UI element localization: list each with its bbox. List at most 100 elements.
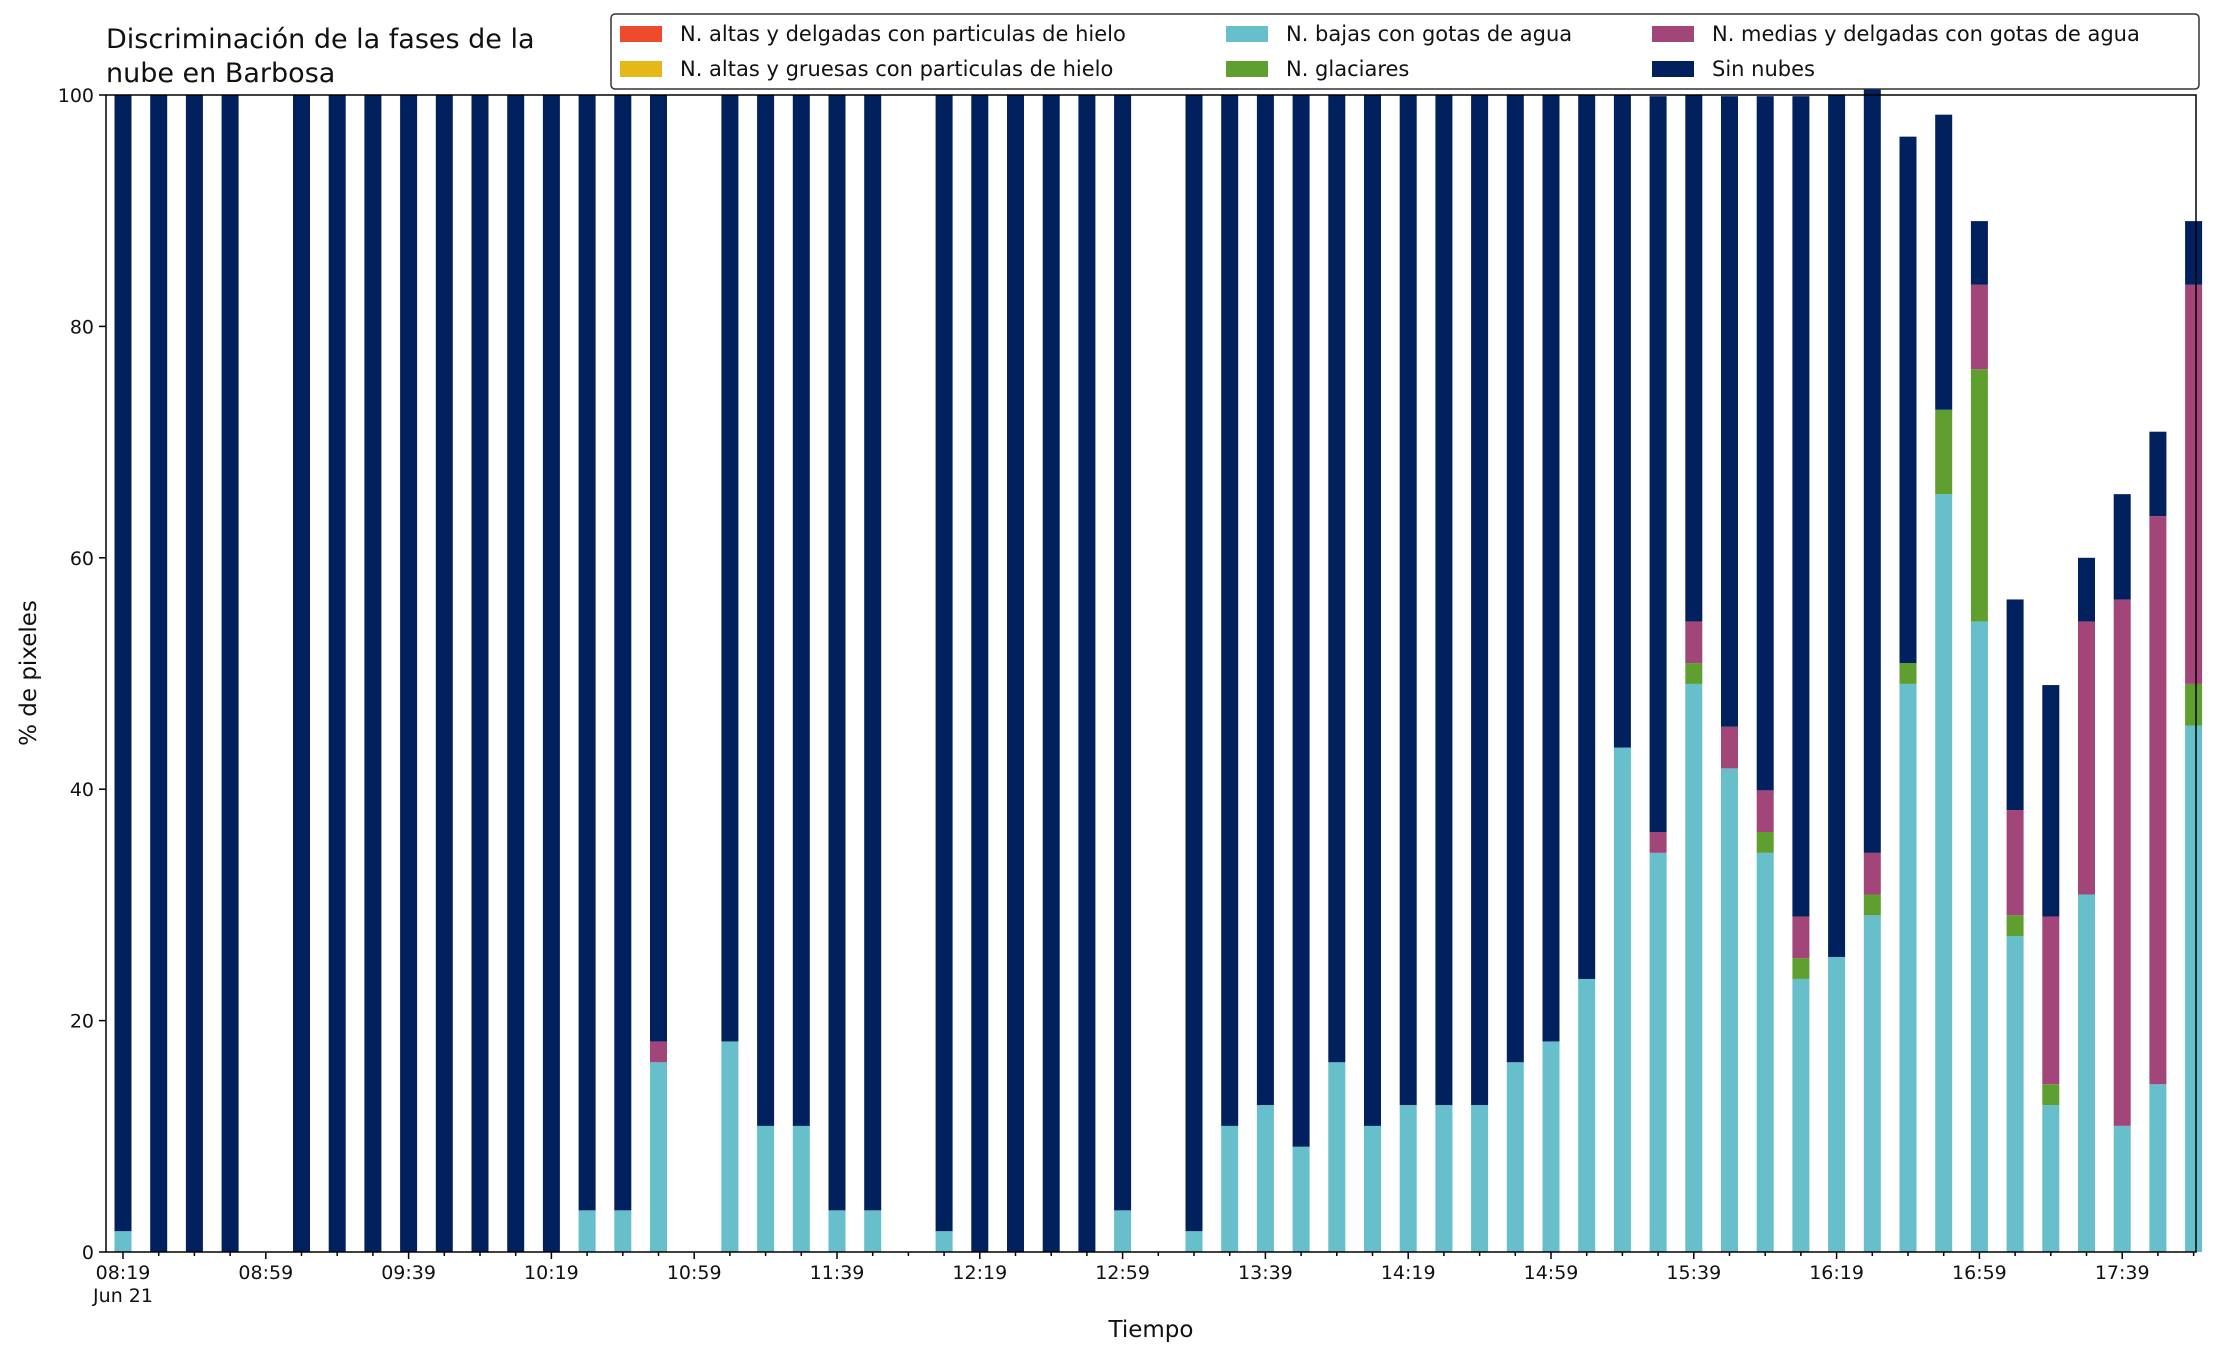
bar-segment-1529-s5 <box>1649 96 1667 833</box>
bar-segment-1719-s5 <box>2042 685 2060 917</box>
legend-entry-label: N. bajas con gotas de agua <box>1286 22 1572 46</box>
bar-segment-1659-s2 <box>1970 621 1988 1252</box>
bar-segment-1239-s5 <box>1042 95 1060 1252</box>
bar-segment-1559-s5 <box>1756 96 1774 791</box>
bar-segment-1539-s5 <box>1685 95 1703 622</box>
y-tick-label: 80 <box>70 316 94 338</box>
bar-segment-1609-s5 <box>1792 96 1810 917</box>
bar-segment-1149-s5 <box>864 95 882 1211</box>
bar-segment-1639-s2 <box>1899 683 1917 1252</box>
bar-segment-1129-s2 <box>792 1125 810 1252</box>
y-tick-label: 60 <box>70 548 94 570</box>
bar-segment-1049-s4 <box>650 1041 667 1063</box>
bar-segment-1459-s2 <box>1542 1041 1560 1252</box>
x-tick-label: 11:39 <box>810 1262 865 1284</box>
bar-segment-1419-s2 <box>1399 1105 1417 1252</box>
bar-segment-1209-s2 <box>935 1231 953 1252</box>
chart-title-line-2: nube en Barbosa <box>106 58 335 89</box>
bar-segment-1629-s4 <box>1863 852 1881 895</box>
plot-area-frame <box>105 94 2197 1253</box>
bar-segment-1149-s2 <box>864 1210 882 1252</box>
x-tick-label: 10:19 <box>524 1262 579 1284</box>
bar-segment-0829-s5 <box>150 95 168 1252</box>
bar-segment-1559-s3 <box>1756 832 1774 853</box>
bar-segment-1749-s4 <box>2149 516 2167 1085</box>
bar-segment-1539-s3 <box>1685 663 1703 684</box>
bar-segment-0959-s5 <box>471 95 489 1252</box>
bar-segment-1759-s3 <box>2185 683 2203 726</box>
x-tick-label: 08:19 <box>96 1262 151 1284</box>
legend-swatch <box>620 61 662 77</box>
bar-segment-1509-s5 <box>1578 95 1596 979</box>
bar-segment-1439-s5 <box>1471 95 1489 1106</box>
bar-segment-1429-s2 <box>1435 1105 1453 1252</box>
legend-swatch <box>1652 26 1694 42</box>
bar-segment-1509-s2 <box>1578 978 1596 1252</box>
bar-segment-1419-s5 <box>1399 95 1417 1106</box>
bar-segment-1319-s2 <box>1185 1231 1203 1252</box>
bar-segment-1439-s2 <box>1471 1105 1489 1252</box>
chart-title-line-1: Discriminación de la fases de la <box>106 24 535 55</box>
bar-segment-1709-s4 <box>2006 810 2024 916</box>
bar-segment-1759-s5 <box>2185 221 2203 285</box>
bar-segment-1609-s3 <box>1792 958 1810 979</box>
bar-segment-1229-s5 <box>1007 95 1024 1252</box>
bar-segment-1629-s2 <box>1863 915 1881 1252</box>
bar-segment-1619-s5 <box>1828 95 1846 957</box>
bar-segment-1709-s3 <box>2006 915 2024 937</box>
bar-segment-0819-s2 <box>114 1231 132 1252</box>
x-tick-label: 09:39 <box>381 1262 436 1284</box>
x-tick-label: 12:19 <box>952 1262 1007 1284</box>
bar-segment-1349-s5 <box>1292 95 1310 1147</box>
bar-segment-0849-s5 <box>221 95 239 1252</box>
bar-segment-1729-s2 <box>2078 894 2095 1252</box>
bar-segment-1259-s2 <box>1114 1210 1132 1252</box>
bar-segment-1139-s5 <box>828 95 846 1211</box>
x-tick-label: 14:59 <box>1524 1262 1579 1284</box>
x-axis-label: Tiempo <box>1108 1317 1194 1343</box>
legend-swatch <box>1226 61 1268 77</box>
bar-segment-1029-s2 <box>578 1210 596 1252</box>
bar-segment-1549-s5 <box>1721 96 1738 727</box>
x-tick-label: 16:59 <box>1952 1262 2007 1284</box>
bar-segment-1739-s5 <box>2113 494 2131 600</box>
bar-segment-1649-s5 <box>1935 114 1953 410</box>
bar-segment-0839-s5 <box>185 95 203 1252</box>
bar-segment-1659-s4 <box>1970 284 1988 370</box>
bar-segment-1049-s2 <box>650 1062 667 1252</box>
bar-segment-1109-s5 <box>721 95 739 1042</box>
y-tick-label: 0 <box>82 1242 94 1264</box>
bar-segment-0819-s5 <box>114 95 132 1232</box>
bar-segment-1329-s5 <box>1221 95 1239 1126</box>
bar-segment-1409-s2 <box>1364 1125 1381 1252</box>
bar-segment-1649-s3 <box>1935 409 1953 495</box>
bar-segment-1519-s2 <box>1613 747 1631 1252</box>
legend-swatch <box>1226 26 1268 42</box>
bar-segment-1709-s5 <box>2006 599 2024 811</box>
bar-segment-1039-s2 <box>614 1210 632 1252</box>
legend-entry-label: N. altas y delgadas con particulas de hi… <box>680 22 1126 46</box>
bar-segment-1619-s2 <box>1828 956 1846 1252</box>
bar-segment-1529-s4 <box>1649 832 1667 853</box>
bar-segment-1729-s5 <box>2078 557 2095 622</box>
bar-segment-1609-s2 <box>1792 978 1810 1252</box>
bar-segment-0949-s5 <box>435 95 453 1252</box>
legend: N. altas y delgadas con particulas de hi… <box>610 13 2200 90</box>
bar-segment-1249-s5 <box>1078 95 1096 1252</box>
y-tick-label: 20 <box>70 1011 94 1033</box>
legend-swatch <box>1652 61 1694 77</box>
x-tick-label: 10:59 <box>667 1262 722 1284</box>
bar-segment-1519-s5 <box>1613 95 1631 748</box>
bar-segment-1209-s5 <box>935 95 953 1232</box>
bar-segment-1549-s2 <box>1721 768 1738 1252</box>
bar-segment-0919-s5 <box>328 95 346 1252</box>
bar-segment-1539-s4 <box>1685 621 1703 664</box>
bar-segment-1649-s2 <box>1935 494 1953 1252</box>
legend-entry-label: N. medias y delgadas con gotas de agua <box>1712 22 2140 46</box>
legend-entry-label: Sin nubes <box>1712 57 1815 81</box>
bar-segment-1729-s4 <box>2078 621 2095 895</box>
bar-segment-0909-s5 <box>293 95 310 1252</box>
bar-segment-1639-s5 <box>1899 136 1917 664</box>
x-tick-label: 17:39 <box>2095 1262 2150 1284</box>
